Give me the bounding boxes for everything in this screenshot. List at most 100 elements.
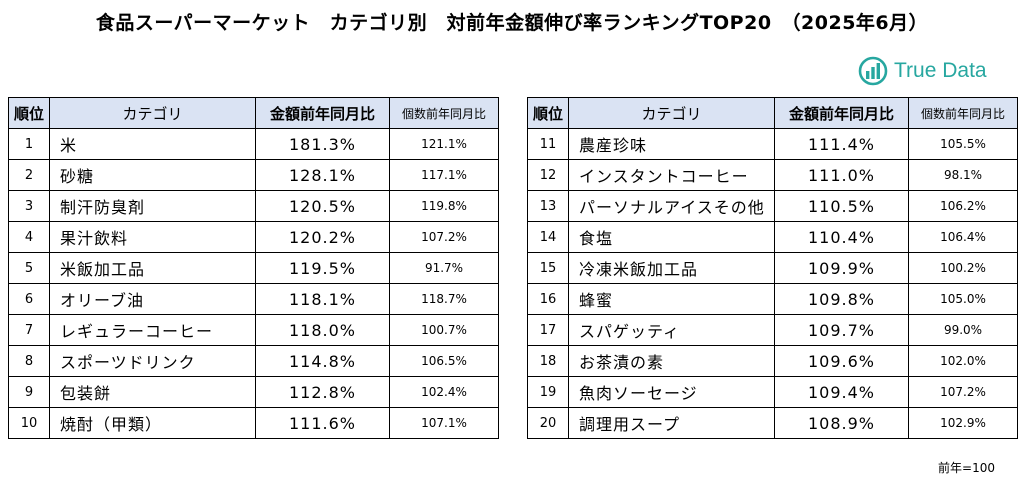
category-cell: 冷凍米飯加工品 — [568, 252, 775, 284]
rank-cell: 19 — [527, 376, 569, 408]
category-cell: 食塩 — [568, 221, 775, 253]
table-row: 10 焼酎（甲類） 111.6% 107.1% — [8, 407, 499, 439]
quantity-cell: 100.2% — [908, 252, 1018, 284]
table-row: 2 砂糖 128.1% 117.1% — [8, 159, 499, 191]
rank-cell: 8 — [8, 345, 50, 377]
amount-cell: 119.5% — [255, 252, 390, 284]
quantity-cell: 105.5% — [908, 128, 1018, 160]
rank-cell: 10 — [8, 407, 50, 439]
table-row: 14 食塩 110.4% 106.4% — [527, 221, 1018, 253]
quantity-cell: 105.0% — [908, 283, 1018, 315]
category-cell: 制汗防臭剤 — [49, 190, 256, 222]
table-row: 16 蜂蜜 109.8% 105.0% — [527, 283, 1018, 315]
category-cell: インスタントコーヒー — [568, 159, 775, 191]
table-row: 17 スパゲッティ 109.7% 99.0% — [527, 314, 1018, 346]
header-amount-yoy: 金額前年同月比 — [774, 97, 909, 129]
header-amount-yoy: 金額前年同月比 — [255, 97, 390, 129]
page-title: 食品スーパーマーケット カテゴリ別 対前年金額伸び率ランキングTOP20 （20… — [95, 12, 929, 34]
rank-cell: 18 — [527, 345, 569, 377]
quantity-cell: 106.2% — [908, 190, 1018, 222]
category-cell: スポーツドリンク — [49, 345, 256, 377]
table-header-row: 順位 カテゴリ 金額前年同月比 個数前年同月比 — [8, 97, 499, 129]
rank-cell: 4 — [8, 221, 50, 253]
rank-cell: 13 — [527, 190, 569, 222]
quantity-cell: 99.0% — [908, 314, 1018, 346]
quantity-cell: 117.1% — [389, 159, 499, 191]
table-header-row: 順位 カテゴリ 金額前年同月比 個数前年同月比 — [527, 97, 1018, 129]
category-cell: お茶漬の素 — [568, 345, 775, 377]
amount-cell: 118.1% — [255, 283, 390, 315]
category-cell: オリーブ油 — [49, 283, 256, 315]
rank-cell: 15 — [527, 252, 569, 284]
table-row: 3 制汗防臭剤 120.5% 119.8% — [8, 190, 499, 222]
quantity-cell: 118.7% — [389, 283, 499, 315]
quantity-cell: 107.2% — [389, 221, 499, 253]
table-row: 19 魚肉ソーセージ 109.4% 107.2% — [527, 376, 1018, 408]
quantity-cell: 102.4% — [389, 376, 499, 408]
rank-cell: 7 — [8, 314, 50, 346]
table-row: 9 包装餅 112.8% 102.4% — [8, 376, 499, 408]
rank-cell: 17 — [527, 314, 569, 346]
table-row: 6 オリーブ油 118.1% 118.7% — [8, 283, 499, 315]
category-cell: レギュラーコーヒー — [49, 314, 256, 346]
table-row: 13 パーソナルアイスその他 110.5% 106.2% — [527, 190, 1018, 222]
ranking-table-left: 順位 カテゴリ 金額前年同月比 個数前年同月比 1 米 181.3% 121.1% 2 砂… — [8, 97, 499, 439]
amount-cell: 109.7% — [774, 314, 909, 346]
quantity-cell: 102.9% — [908, 407, 1018, 439]
category-cell: 農産珍味 — [568, 128, 775, 160]
amount-cell: 109.8% — [774, 283, 909, 315]
amount-cell: 108.9% — [774, 407, 909, 439]
amount-cell: 109.4% — [774, 376, 909, 408]
amount-cell: 110.4% — [774, 221, 909, 253]
category-cell: 魚肉ソーセージ — [568, 376, 775, 408]
category-cell: 砂糖 — [49, 159, 256, 191]
quantity-cell: 102.0% — [908, 345, 1018, 377]
category-cell: 果汁飲料 — [49, 221, 256, 253]
header-category: カテゴリ — [568, 97, 775, 129]
table-row: 7 レギュラーコーヒー 118.0% 100.7% — [8, 314, 499, 346]
quantity-cell: 121.1% — [389, 128, 499, 160]
category-cell: 焼酎（甲類） — [49, 407, 256, 439]
header-category: カテゴリ — [49, 97, 256, 129]
header-rank: 順位 — [527, 97, 569, 129]
amount-cell: 112.8% — [255, 376, 390, 408]
amount-cell: 120.5% — [255, 190, 390, 222]
category-cell: パーソナルアイスその他 — [568, 190, 775, 222]
rank-cell: 11 — [527, 128, 569, 160]
table-row: 11 農産珍味 111.4% 105.5% — [527, 128, 1018, 160]
true-data-logo: True Data — [858, 55, 987, 87]
amount-cell: 111.4% — [774, 128, 909, 160]
quantity-cell: 106.4% — [908, 221, 1018, 253]
table-row: 4 果汁飲料 120.2% 107.2% — [8, 221, 499, 253]
header-quantity-yoy: 個数前年同月比 — [389, 97, 499, 129]
rank-cell: 16 — [527, 283, 569, 315]
table-row: 1 米 181.3% 121.1% — [8, 128, 499, 160]
quantity-cell: 107.2% — [908, 376, 1018, 408]
rank-cell: 9 — [8, 376, 50, 408]
amount-cell: 109.9% — [774, 252, 909, 284]
amount-cell: 120.2% — [255, 221, 390, 253]
rank-cell: 6 — [8, 283, 50, 315]
table-row: 5 米飯加工品 119.5% 91.7% — [8, 252, 499, 284]
table-row: 20 調理用スープ 108.9% 102.9% — [527, 407, 1018, 439]
quantity-cell: 100.7% — [389, 314, 499, 346]
amount-cell: 111.0% — [774, 159, 909, 191]
table-row: 18 お茶漬の素 109.6% 102.0% — [527, 345, 1018, 377]
rank-cell: 2 — [8, 159, 50, 191]
quantity-cell: 98.1% — [908, 159, 1018, 191]
amount-cell: 110.5% — [774, 190, 909, 222]
table-row: 15 冷凍米飯加工品 109.9% 100.2% — [527, 252, 1018, 284]
table-row: 8 スポーツドリンク 114.8% 106.5% — [8, 345, 499, 377]
amount-cell: 114.8% — [255, 345, 390, 377]
category-cell: 米 — [49, 128, 256, 160]
rank-cell: 5 — [8, 252, 50, 284]
category-cell: 包装餅 — [49, 376, 256, 408]
amount-cell: 111.6% — [255, 407, 390, 439]
header-quantity-yoy: 個数前年同月比 — [908, 97, 1018, 129]
quantity-cell: 91.7% — [389, 252, 499, 284]
category-cell: スパゲッティ — [568, 314, 775, 346]
category-cell: 米飯加工品 — [49, 252, 256, 284]
category-cell: 蜂蜜 — [568, 283, 775, 315]
amount-cell: 109.6% — [774, 345, 909, 377]
rank-cell: 1 — [8, 128, 50, 160]
